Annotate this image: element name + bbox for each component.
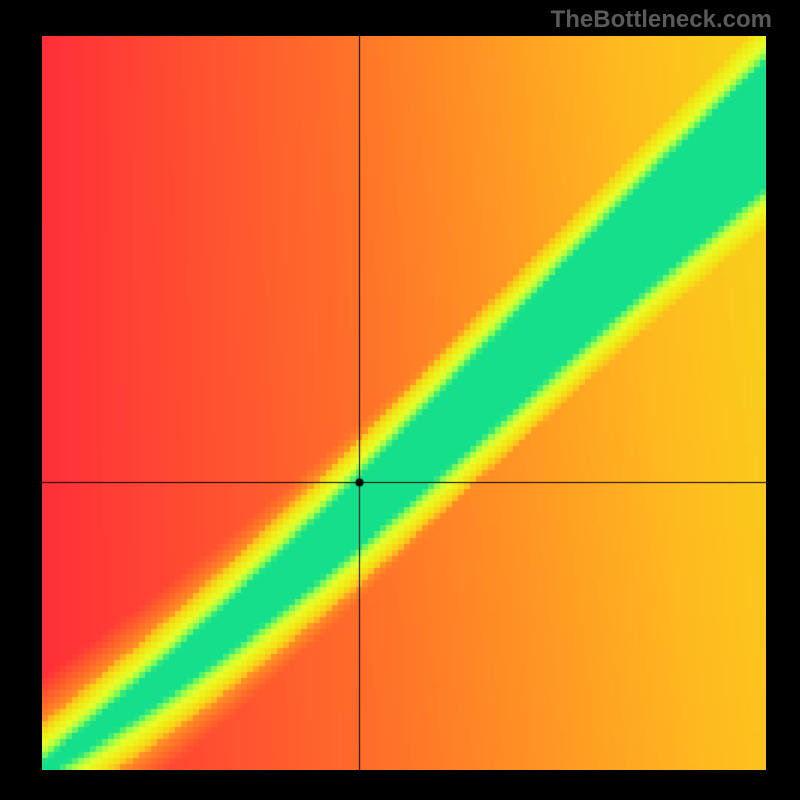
- bottleneck-heatmap: [42, 36, 766, 770]
- chart-container: TheBottleneck.com: [0, 0, 800, 800]
- watermark-text: TheBottleneck.com: [551, 6, 772, 34]
